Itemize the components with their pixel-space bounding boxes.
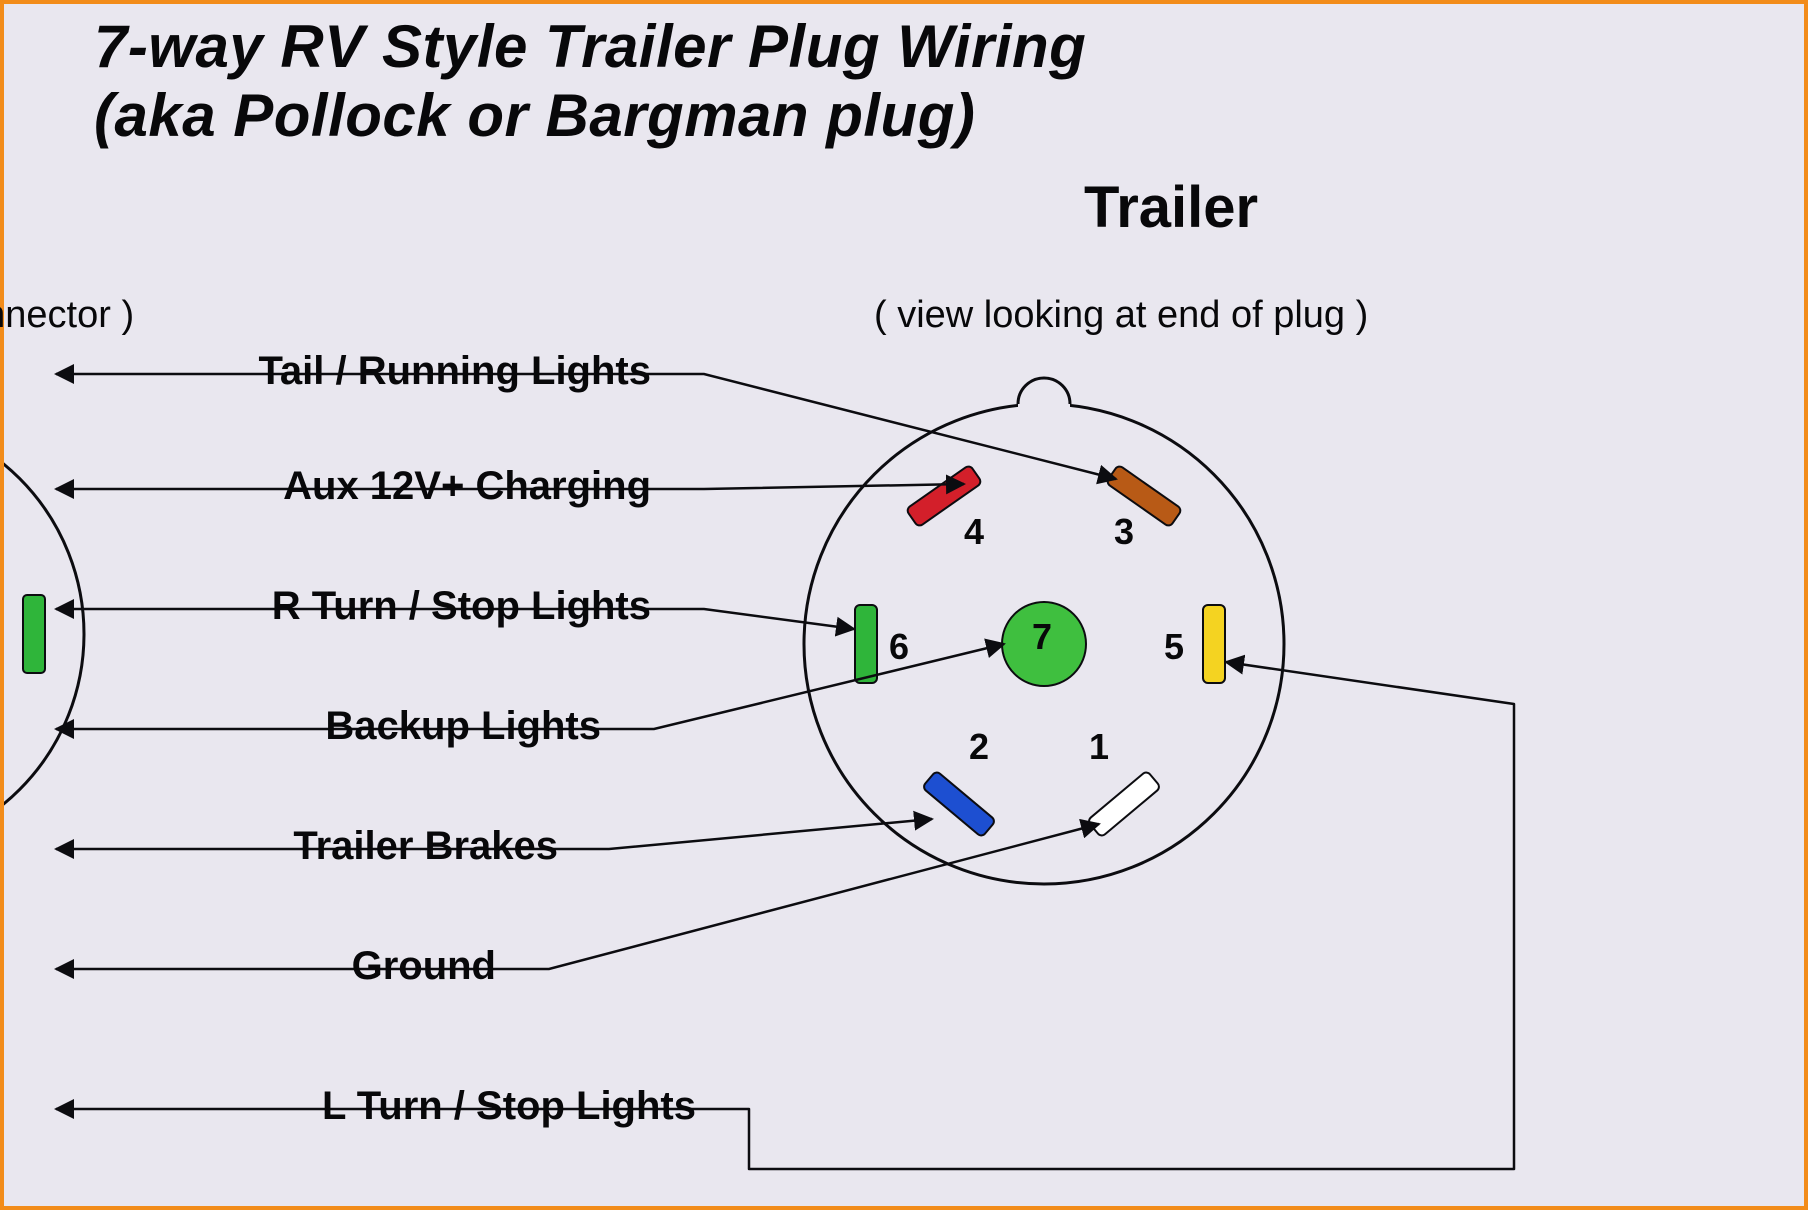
label-brakes: Trailer Brakes xyxy=(293,824,558,869)
pin-number-5: 5 xyxy=(1164,626,1184,667)
connector-note: connector ) xyxy=(0,294,134,337)
leader-lturn-to-5 xyxy=(56,662,1514,1169)
pin-number-2: 2 xyxy=(969,726,989,767)
pin-number-7: 7 xyxy=(1032,616,1052,657)
pin-number-6: 6 xyxy=(889,626,909,667)
label-rturn: R Turn / Stop Lights xyxy=(272,584,651,629)
pin-6 xyxy=(855,605,877,683)
pin-number-3: 3 xyxy=(1114,511,1134,552)
pin-number-1: 1 xyxy=(1089,726,1109,767)
leader-ground-to-1 xyxy=(56,824,1099,969)
diagram-frame: 1 2 3 4 5 6 7 7-way RV Style Trailer Plug Wiri… xyxy=(0,0,1808,1210)
plug-notch-mask xyxy=(1018,400,1070,408)
pin-1 xyxy=(1087,771,1161,838)
left-pin-6 xyxy=(23,595,45,673)
label-ground: Ground xyxy=(352,944,496,989)
label-aux: Aux 12V+ Charging xyxy=(283,464,651,509)
label-lturn: L Turn / Stop Lights xyxy=(322,1084,696,1129)
label-backup: Backup Lights xyxy=(325,704,601,749)
diagram-title: 7-way RV Style Trailer Plug Wiring (aka … xyxy=(94,12,1086,150)
pin-number-4: 4 xyxy=(964,511,984,552)
label-tail: Tail / Running Lights xyxy=(258,349,651,394)
trailer-heading: Trailer xyxy=(1084,174,1258,241)
pin-5 xyxy=(1203,605,1225,683)
pin-2 xyxy=(922,771,996,838)
title-line1: 7-way RV Style Trailer Plug Wiring xyxy=(94,13,1086,80)
view-note: ( view looking at end of plug ) xyxy=(874,294,1368,337)
title-line2: (aka Pollock or Bargman plug) xyxy=(94,82,975,149)
